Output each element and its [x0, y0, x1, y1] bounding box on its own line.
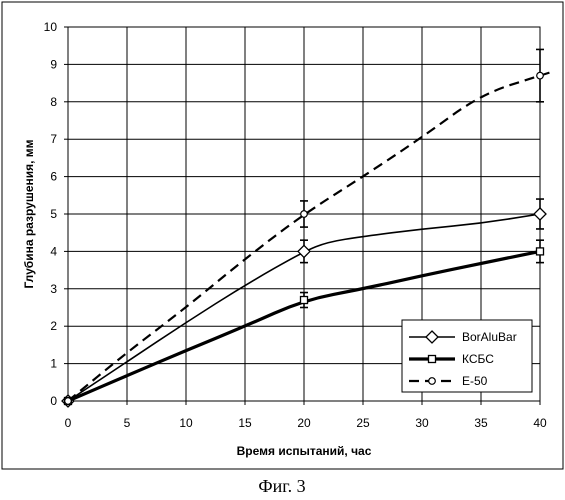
y-tick-label: 2 [50, 319, 57, 333]
x-tick-label: 20 [297, 416, 311, 430]
x-tick-label: 25 [356, 416, 370, 430]
x-axis-label: Время испытаний, час [237, 444, 372, 458]
x-tick-label: 35 [474, 416, 488, 430]
y-tick-label: 4 [50, 244, 57, 258]
x-tick-label: 40 [533, 416, 547, 430]
y-tick-label: 7 [50, 132, 57, 146]
x-tick-label: 10 [179, 416, 193, 430]
y-tick-label: 10 [44, 20, 58, 34]
legend-label: Е-50 [462, 374, 488, 388]
y-tick-label: 9 [50, 57, 57, 71]
y-tick-label: 6 [50, 170, 57, 184]
y-tick-label: 3 [50, 282, 57, 296]
legend-label: BorAluBar [462, 330, 517, 344]
legend-label: КСБС [462, 352, 494, 366]
y-axis-label: Глубина разрушения, мм [22, 139, 36, 288]
data-point-circle [301, 211, 308, 218]
x-tick-label: 15 [238, 416, 252, 430]
x-tick-label: 30 [415, 416, 429, 430]
y-tick-label: 1 [50, 357, 57, 371]
data-point-square [537, 248, 544, 255]
data-point-square [301, 297, 308, 304]
y-tick-label: 5 [50, 207, 57, 221]
legend: BorAluBar КСБС Е-50 [402, 320, 532, 392]
y-tick-label: 8 [50, 95, 57, 109]
x-tick-label: 5 [124, 416, 131, 430]
figure-caption: Фиг. 3 [258, 476, 305, 496]
data-point-circle [537, 72, 544, 79]
x-tick-label: 0 [65, 416, 72, 430]
legend-marker-circle [429, 378, 436, 385]
legend-marker-square [429, 356, 436, 363]
data-point-circle [65, 398, 72, 405]
y-tick-label: 0 [50, 394, 57, 408]
